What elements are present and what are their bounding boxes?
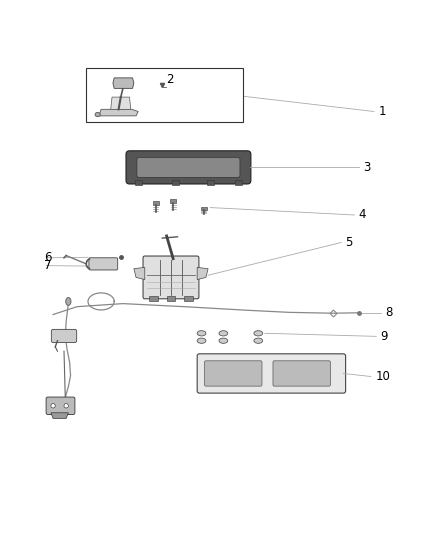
Bar [235, 180, 242, 185]
Ellipse shape [254, 330, 263, 336]
Polygon shape [99, 109, 138, 116]
FancyBboxPatch shape [273, 361, 330, 386]
Polygon shape [51, 413, 68, 418]
Ellipse shape [219, 338, 228, 343]
Bar [184, 296, 193, 301]
Text: 6: 6 [44, 251, 52, 264]
Ellipse shape [219, 330, 228, 336]
Text: 4: 4 [359, 208, 366, 222]
Text: 3: 3 [363, 161, 371, 174]
Polygon shape [113, 78, 134, 88]
FancyBboxPatch shape [51, 329, 77, 343]
Bar [172, 180, 179, 185]
Bar [166, 296, 175, 301]
Text: 1: 1 [378, 105, 386, 118]
Text: 2: 2 [166, 73, 174, 86]
Ellipse shape [197, 338, 206, 343]
Polygon shape [197, 268, 208, 280]
Text: 9: 9 [381, 330, 388, 343]
FancyBboxPatch shape [197, 354, 346, 393]
Ellipse shape [197, 330, 206, 336]
Polygon shape [111, 97, 131, 109]
Bar [170, 199, 176, 203]
FancyBboxPatch shape [205, 361, 262, 386]
FancyBboxPatch shape [137, 157, 240, 177]
Bar [149, 296, 158, 301]
Ellipse shape [64, 403, 68, 408]
FancyBboxPatch shape [126, 151, 251, 184]
Ellipse shape [66, 297, 71, 305]
Bar [207, 180, 214, 185]
FancyBboxPatch shape [46, 397, 75, 415]
Text: 7: 7 [44, 259, 52, 272]
Bar [135, 180, 142, 185]
Text: 8: 8 [385, 306, 392, 319]
Text: 5: 5 [346, 236, 353, 249]
Ellipse shape [254, 338, 263, 343]
Bar [86, 68, 243, 123]
Bar [201, 207, 207, 210]
Polygon shape [134, 268, 145, 280]
FancyBboxPatch shape [89, 258, 118, 270]
Ellipse shape [51, 403, 55, 408]
Bar [152, 201, 159, 205]
FancyBboxPatch shape [143, 256, 199, 299]
Text: 10: 10 [375, 370, 390, 383]
Ellipse shape [95, 112, 100, 117]
